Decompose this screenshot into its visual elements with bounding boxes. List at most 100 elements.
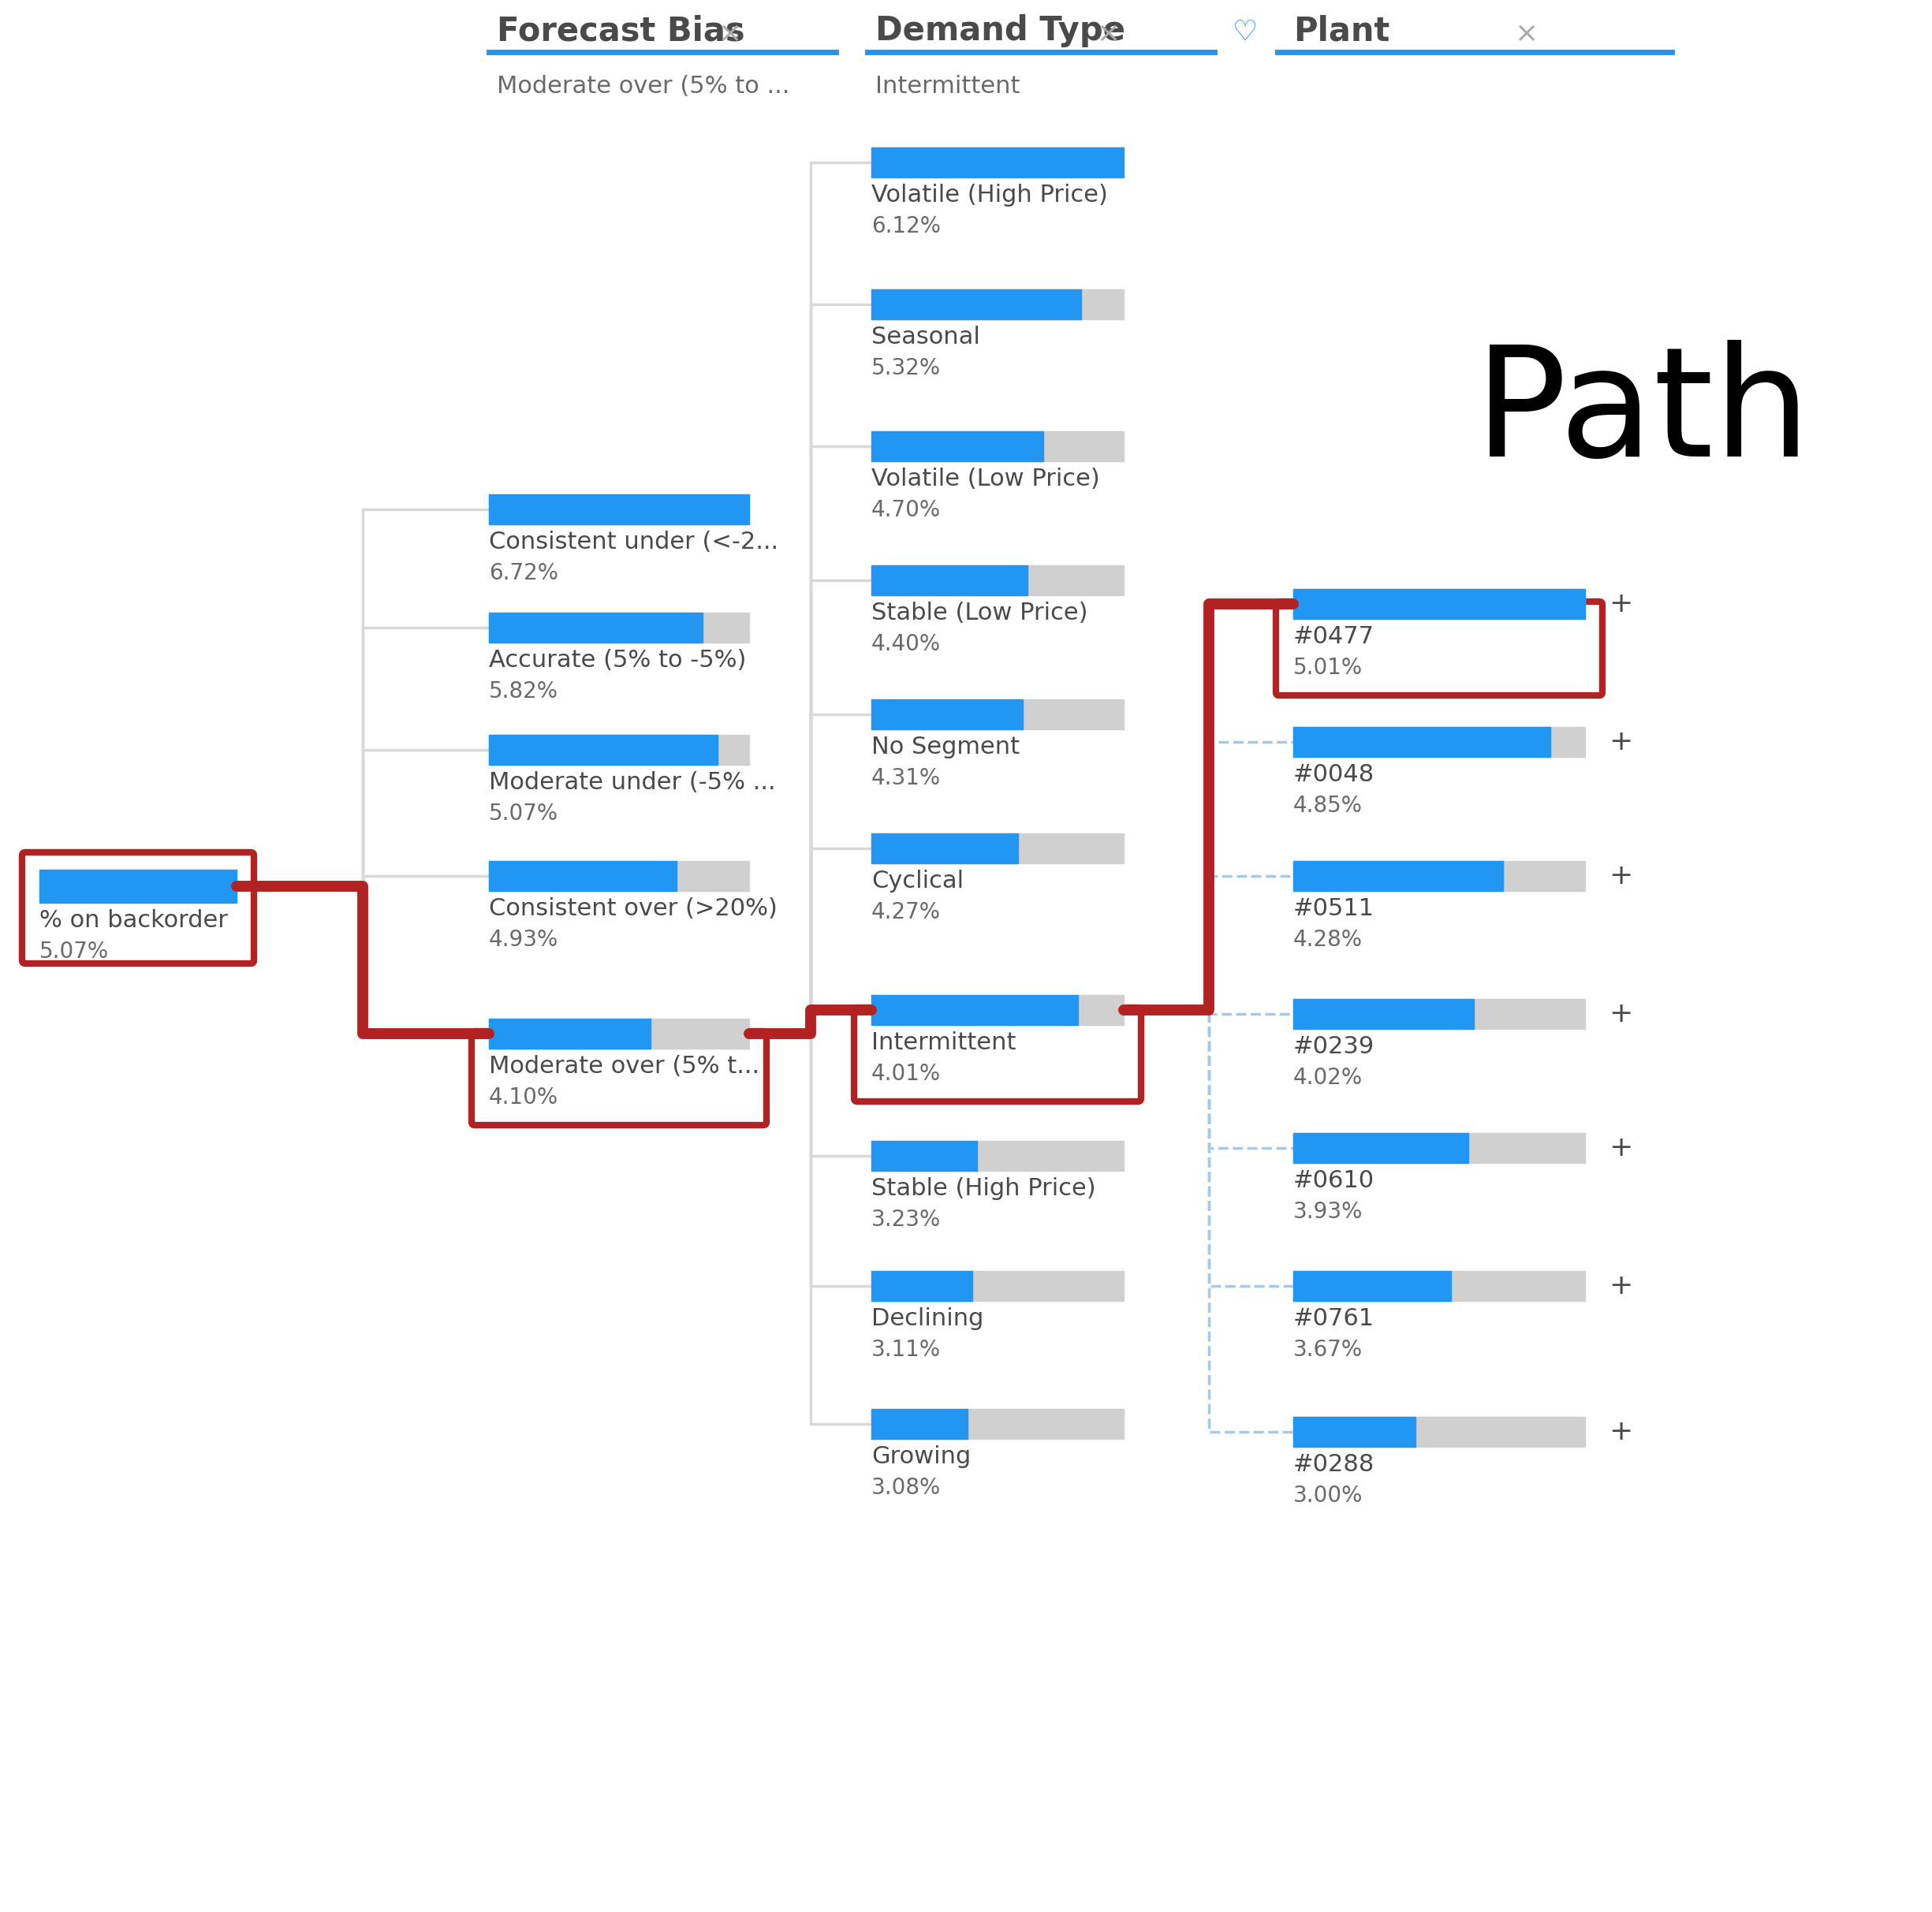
FancyBboxPatch shape: [471, 1031, 767, 1124]
Text: 4.28%: 4.28%: [1293, 929, 1362, 950]
Text: 4.01%: 4.01%: [871, 1063, 941, 1084]
Text: 4.40%: 4.40%: [871, 633, 941, 656]
Bar: [871, 1141, 978, 1170]
Text: 4.02%: 4.02%: [1293, 1067, 1362, 1088]
Bar: [489, 860, 750, 891]
Text: Intermittent: Intermittent: [875, 75, 1020, 98]
Text: Plant: Plant: [1293, 13, 1389, 48]
Text: Accurate (5% to -5%): Accurate (5% to -5%): [489, 648, 746, 671]
Text: +: +: [1609, 1000, 1633, 1027]
Bar: [489, 495, 750, 524]
Bar: [871, 994, 1124, 1025]
Text: Seasonal: Seasonal: [871, 325, 980, 348]
Text: ×: ×: [717, 21, 742, 48]
Text: +: +: [1609, 1273, 1633, 1300]
Bar: [871, 566, 1028, 595]
Bar: [871, 432, 1124, 461]
Bar: [489, 612, 750, 642]
FancyBboxPatch shape: [854, 1008, 1142, 1101]
Bar: [1293, 1417, 1416, 1447]
Bar: [871, 834, 1018, 864]
Text: +: +: [1609, 728, 1633, 755]
Bar: [871, 289, 1080, 319]
Text: 6.12%: 6.12%: [871, 214, 941, 237]
Text: Forecast Bias: Forecast Bias: [497, 13, 746, 48]
Bar: [871, 1271, 1124, 1300]
Bar: [1293, 1271, 1451, 1300]
Bar: [489, 734, 719, 765]
Text: #0761: #0761: [1293, 1308, 1374, 1331]
Bar: [1293, 998, 1474, 1029]
Bar: [489, 860, 676, 891]
Bar: [871, 147, 1124, 178]
Bar: [1293, 860, 1503, 891]
Text: Cyclical: Cyclical: [871, 870, 964, 893]
Bar: [1293, 998, 1584, 1029]
Text: 5.01%: 5.01%: [1293, 656, 1362, 679]
Text: 5.07%: 5.07%: [489, 803, 558, 824]
Text: Consistent under (<-2...: Consistent under (<-2...: [489, 532, 779, 553]
Text: +: +: [1609, 862, 1633, 889]
Bar: [871, 147, 1124, 178]
Text: Path: Path: [1474, 340, 1812, 488]
Bar: [489, 734, 750, 765]
Text: #0477: #0477: [1293, 625, 1374, 648]
Text: 3.93%: 3.93%: [1293, 1201, 1362, 1222]
Bar: [871, 1271, 972, 1300]
Text: 4.70%: 4.70%: [871, 499, 941, 520]
Bar: [1293, 727, 1584, 757]
Text: 5.07%: 5.07%: [39, 941, 108, 964]
Bar: [489, 495, 750, 524]
Text: Demand Type: Demand Type: [875, 13, 1124, 48]
Text: 6.72%: 6.72%: [489, 562, 558, 583]
Bar: [871, 834, 1124, 864]
Bar: [1293, 1271, 1584, 1300]
Text: Volatile (High Price): Volatile (High Price): [871, 184, 1107, 206]
Text: +: +: [1609, 1134, 1633, 1161]
Text: 5.32%: 5.32%: [871, 358, 941, 379]
Text: 5.82%: 5.82%: [489, 681, 558, 702]
Text: 3.00%: 3.00%: [1293, 1484, 1362, 1507]
Text: 4.10%: 4.10%: [489, 1086, 558, 1109]
Text: Stable (Low Price): Stable (Low Price): [871, 602, 1088, 625]
Bar: [1293, 727, 1549, 757]
Bar: [871, 1409, 968, 1440]
Bar: [871, 1141, 1124, 1170]
Text: ×: ×: [1095, 21, 1121, 48]
Text: 4.93%: 4.93%: [489, 929, 558, 950]
Text: 3.23%: 3.23%: [871, 1208, 941, 1231]
Bar: [489, 1019, 750, 1048]
Bar: [1293, 1417, 1584, 1447]
Text: 3.08%: 3.08%: [871, 1476, 941, 1499]
Text: No Segment: No Segment: [871, 736, 1020, 759]
Bar: [39, 870, 236, 902]
Text: Moderate over (5% t...: Moderate over (5% t...: [489, 1055, 759, 1078]
Text: #0239: #0239: [1293, 1034, 1376, 1057]
Text: Moderate under (-5% ...: Moderate under (-5% ...: [489, 771, 775, 793]
Bar: [871, 289, 1124, 319]
Text: 4.85%: 4.85%: [1293, 795, 1362, 816]
Bar: [871, 566, 1124, 595]
Bar: [871, 700, 1022, 728]
FancyBboxPatch shape: [1275, 602, 1602, 696]
Text: #0048: #0048: [1293, 763, 1376, 786]
Text: Growing: Growing: [871, 1445, 972, 1468]
Text: +: +: [1609, 1419, 1633, 1445]
Bar: [1293, 589, 1584, 619]
Bar: [871, 994, 1078, 1025]
Text: #0610: #0610: [1293, 1170, 1374, 1193]
Text: Intermittent: Intermittent: [871, 1031, 1016, 1054]
Bar: [871, 700, 1124, 728]
Bar: [1293, 589, 1584, 619]
Text: % on backorder: % on backorder: [39, 908, 228, 931]
Bar: [871, 432, 1043, 461]
Text: Consistent over (>20%): Consistent over (>20%): [489, 897, 777, 920]
Text: 4.27%: 4.27%: [871, 901, 941, 923]
Text: 3.11%: 3.11%: [871, 1338, 941, 1361]
Text: Volatile (Low Price): Volatile (Low Price): [871, 468, 1099, 489]
Text: Moderate over (5% to ...: Moderate over (5% to ...: [497, 75, 790, 98]
Text: Declining: Declining: [871, 1308, 983, 1331]
Text: 3.67%: 3.67%: [1293, 1338, 1362, 1361]
Bar: [1293, 1134, 1468, 1162]
Text: 4.31%: 4.31%: [871, 767, 941, 790]
